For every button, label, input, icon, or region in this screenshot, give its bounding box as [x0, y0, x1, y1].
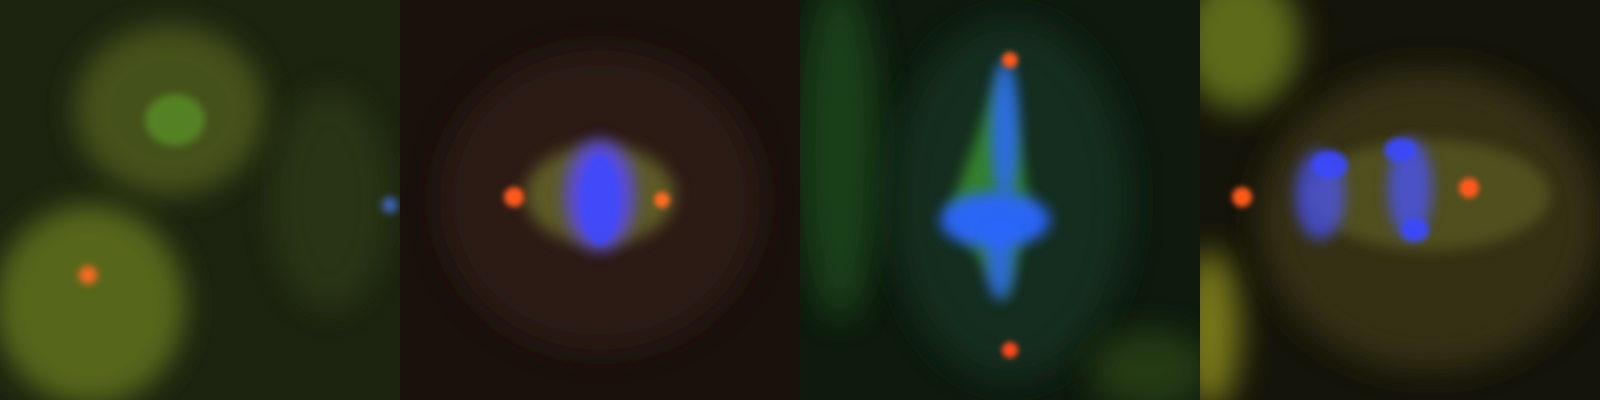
prometaphase-image	[400, 0, 800, 400]
metaphase-plate	[940, 192, 1050, 248]
micrograph-panel-prometaphase	[400, 0, 800, 400]
cell-body-lower	[0, 205, 185, 400]
micrograph-panel-interphase	[0, 0, 400, 400]
interphase-image	[0, 0, 400, 400]
chromosomes-upper	[991, 60, 1019, 200]
metaphase-image	[800, 0, 1200, 400]
centrosome-left	[504, 187, 524, 207]
centrosome-dot	[79, 266, 97, 284]
centrosome-bottom	[1002, 342, 1018, 358]
chromatids-right	[1388, 138, 1432, 238]
tubulin-signal	[145, 94, 205, 146]
chromosomes-lower	[986, 220, 1014, 300]
cell-body-right	[270, 90, 390, 310]
micrograph-panel-anaphase	[1200, 0, 1600, 400]
centrosome-left	[1232, 187, 1252, 207]
neighbor-cell-top	[1200, 0, 1300, 110]
anaphase-image	[1200, 0, 1600, 400]
micrograph-panel-metaphase	[800, 0, 1200, 400]
dna-fragment	[382, 197, 398, 213]
neighbor-cell-bottom	[1200, 250, 1240, 400]
centrosome-right	[1459, 178, 1479, 198]
centrosome-top	[1002, 52, 1018, 68]
centrosome-right	[654, 192, 670, 208]
